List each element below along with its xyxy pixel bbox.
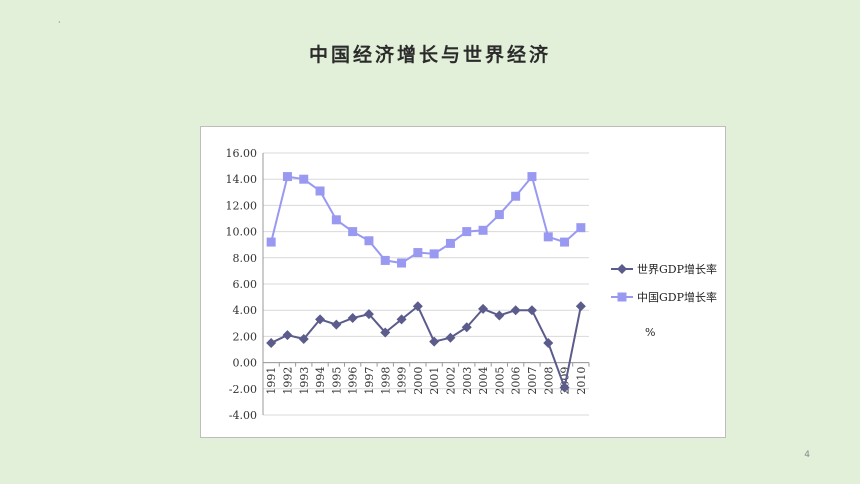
world-gdp-point	[526, 305, 537, 316]
world-gdp-point	[461, 322, 472, 333]
slide-title: 中国经济增长与世界经济	[308, 44, 551, 66]
world-gdp-point	[363, 309, 374, 320]
y-tick-label: 10.00	[226, 226, 258, 239]
world-gdp-point	[510, 305, 521, 316]
world-gdp-point	[575, 301, 586, 312]
x-tick-label: 2000	[412, 367, 425, 395]
china-gdp-point	[380, 255, 390, 265]
legend-label: 中国GDP增长率	[637, 290, 717, 304]
world-gdp-point	[494, 310, 505, 321]
world-gdp-point	[315, 314, 326, 325]
x-tick-label: 2008	[542, 367, 555, 395]
y-tick-label: 2.00	[233, 330, 258, 343]
x-tick-label: 1995	[330, 367, 343, 395]
china-gdp-point	[397, 258, 407, 268]
china-gdp-point	[429, 249, 439, 259]
y-tick-label: 6.00	[233, 278, 258, 291]
world-gdp-point	[396, 314, 407, 325]
china-gdp-point	[266, 237, 276, 247]
world-gdp-point	[559, 382, 570, 393]
x-tick-label: 1992	[281, 367, 294, 395]
china-gdp-point	[348, 227, 358, 237]
legend-square-marker	[617, 292, 627, 302]
x-tick-label: 1993	[298, 367, 311, 395]
china-gdp-point	[413, 248, 423, 258]
x-tick-label: 1999	[396, 367, 409, 395]
world-gdp-point	[331, 319, 342, 330]
legend-label: 世界GDP增长率	[637, 262, 717, 276]
y-tick-label: 12.00	[226, 199, 258, 212]
china-gdp-point	[543, 232, 553, 242]
world-gdp-point	[298, 334, 309, 345]
china-gdp-point	[299, 174, 309, 184]
unit-label: %	[645, 326, 655, 339]
x-tick-label: 1998	[379, 367, 392, 395]
china-gdp-point	[282, 172, 292, 182]
china-gdp-point	[445, 238, 455, 248]
x-tick-label: 2003	[461, 367, 474, 395]
x-tick-label: 2001	[428, 367, 441, 395]
x-tick-label: 2005	[493, 367, 506, 395]
x-tick-label: 1991	[265, 367, 278, 395]
y-tick-label: 8.00	[233, 252, 258, 265]
y-tick-label: -4.00	[229, 409, 257, 422]
china-gdp-point	[527, 172, 537, 182]
world-gdp-point	[380, 327, 391, 338]
world-gdp-point	[412, 301, 423, 312]
china-gdp-point	[462, 227, 472, 237]
china-gdp-point	[576, 223, 586, 233]
x-tick-label: 2006	[510, 367, 523, 395]
china-gdp-point	[511, 191, 521, 201]
world-gdp-point	[429, 336, 440, 347]
gdp-growth-line-chart: 16.00 14.00 12.00 10.00 8.00 6.00 4.00 2.00 0.00…	[226, 147, 718, 422]
china-gdp-point	[478, 225, 488, 235]
x-tick-label: 2010	[575, 367, 588, 395]
legend-diamond-marker	[617, 264, 627, 274]
world-gdp-point	[266, 337, 277, 348]
page-number: 4	[804, 450, 810, 460]
x-tick-label: 1994	[314, 367, 327, 395]
china-gdp-point	[364, 236, 374, 246]
world-gdp-point	[445, 332, 456, 343]
china-gdp-point	[315, 186, 325, 196]
slide-mark: ·	[58, 18, 61, 27]
chart-container: 16.00 14.00 12.00 10.00 8.00 6.00 4.00 2.00 0.00…	[200, 126, 726, 438]
world-gdp-point	[478, 303, 489, 314]
x-tick-label: 1997	[363, 367, 376, 395]
x-tick-label: 2007	[526, 367, 539, 395]
china-gdp-point	[560, 237, 570, 247]
world-gdp-point	[282, 330, 293, 341]
world-gdp-point	[347, 313, 358, 324]
y-tick-label: 14.00	[226, 173, 258, 186]
x-tick-label: 2004	[477, 367, 490, 395]
china-gdp-point	[494, 210, 504, 220]
y-tick-label: -2.00	[229, 383, 257, 396]
world-gdp-point	[543, 337, 554, 348]
x-tick-label: 2002	[444, 367, 457, 395]
x-tick-label: 1996	[347, 367, 360, 395]
y-tick-label: 16.00	[226, 147, 258, 160]
china-gdp-point	[331, 215, 341, 225]
y-tick-label: 0.00	[233, 357, 258, 370]
y-tick-label: 4.00	[233, 304, 258, 317]
